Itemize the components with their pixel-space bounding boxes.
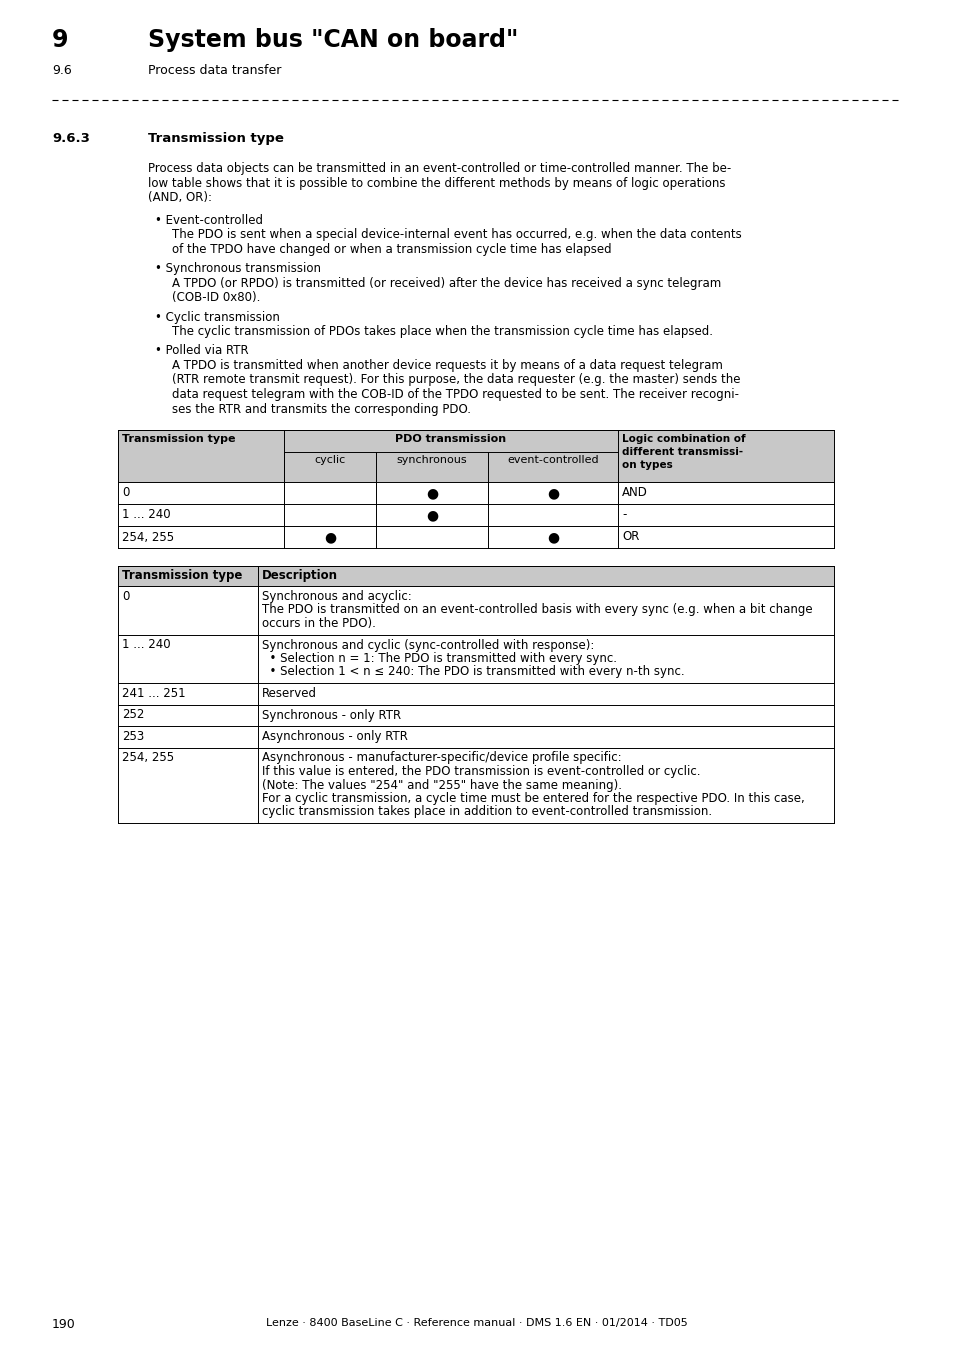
Text: ●: ● [425,508,437,522]
Text: 0: 0 [122,486,130,500]
Text: 9.6: 9.6 [52,63,71,77]
Text: A TPDO (or RPDO) is transmitted (or received) after the device has received a sy: A TPDO (or RPDO) is transmitted (or rece… [172,277,720,289]
Text: 1 ... 240: 1 ... 240 [122,639,171,652]
Text: 254, 255: 254, 255 [122,752,174,764]
Text: A TPDO is transmitted when another device requests it by means of a data request: A TPDO is transmitted when another devic… [172,359,722,373]
Text: Asynchronous - manufacturer-specific/device profile specific:: Asynchronous - manufacturer-specific/dev… [262,752,621,764]
Text: 1 ... 240: 1 ... 240 [122,509,171,521]
Bar [118,566,833,586]
Bar [118,634,833,683]
Text: Process data objects can be transmitted in an event-controlled or time-controlle: Process data objects can be transmitted … [148,162,731,176]
Text: Asynchronous - only RTR: Asynchronous - only RTR [262,730,408,742]
Text: 9: 9 [52,28,69,53]
Text: 253: 253 [122,730,144,742]
Text: Synchronous and cyclic (sync-controlled with response):: Synchronous and cyclic (sync-controlled … [262,639,594,652]
Text: • Polled via RTR: • Polled via RTR [154,344,249,358]
Text: Reserved: Reserved [262,687,316,701]
Text: occurs in the PDO).: occurs in the PDO). [262,617,375,630]
Text: ●: ● [425,486,437,500]
Text: • Event-controlled: • Event-controlled [154,213,263,227]
Text: (AND, OR):: (AND, OR): [148,190,212,204]
Text: The PDO is sent when a special device-internal event has occurred, e.g. when the: The PDO is sent when a special device-in… [172,228,741,242]
Bar [118,504,833,526]
Text: low table shows that it is possible to combine the different methods by means of: low table shows that it is possible to c… [148,177,724,189]
Text: cyclic transmission takes place in addition to event-controlled transmission.: cyclic transmission takes place in addit… [262,806,711,818]
Text: Transmission type: Transmission type [122,433,235,444]
Text: Transmission type: Transmission type [122,568,242,582]
Text: synchronous: synchronous [396,455,467,464]
Text: ●: ● [324,531,335,544]
Text: Synchronous - only RTR: Synchronous - only RTR [262,709,400,721]
Text: event-controlled: event-controlled [507,455,598,464]
Text: data request telegram with the COB-ID of the TPDO requested to be sent. The rece: data request telegram with the COB-ID of… [172,387,739,401]
Text: • Selection 1 < n ≤ 240: The PDO is transmitted with every n-th sync.: • Selection 1 < n ≤ 240: The PDO is tran… [262,666,684,679]
Text: Transmission type: Transmission type [148,132,284,144]
Bar [118,726,833,748]
Text: (RTR remote transmit request). For this purpose, the data requester (e.g. the ma: (RTR remote transmit request). For this … [172,374,740,386]
Text: 9.6.3: 9.6.3 [52,132,90,144]
Bar [118,683,833,705]
Text: 0: 0 [122,590,130,603]
Text: -: - [621,509,626,521]
Text: • Selection n = 1: The PDO is transmitted with every sync.: • Selection n = 1: The PDO is transmitte… [262,652,617,666]
Text: System bus "CAN on board": System bus "CAN on board" [148,28,517,53]
Text: AND: AND [621,486,647,500]
Text: of the TPDO have changed or when a transmission cycle time has elapsed: of the TPDO have changed or when a trans… [172,243,611,255]
Text: Description: Description [262,568,337,582]
Text: • Cyclic transmission: • Cyclic transmission [154,310,279,324]
Text: (Note: The values "254" and "255" have the same meaning).: (Note: The values "254" and "255" have t… [262,779,621,791]
Bar [118,431,833,482]
Text: OR: OR [621,531,639,544]
Text: ●: ● [546,531,558,544]
Bar [118,748,833,824]
Text: 254, 255: 254, 255 [122,531,174,544]
Text: (COB-ID 0x80).: (COB-ID 0x80). [172,292,260,304]
Text: 241 ... 251: 241 ... 251 [122,687,186,701]
Text: cyclic: cyclic [314,455,345,464]
Text: For a cyclic transmission, a cycle time must be entered for the respective PDO. : For a cyclic transmission, a cycle time … [262,792,804,805]
Text: If this value is entered, the PDO transmission is event-controlled or cyclic.: If this value is entered, the PDO transm… [262,765,700,778]
Text: The cyclic transmission of PDOs takes place when the transmission cycle time has: The cyclic transmission of PDOs takes pl… [172,325,712,338]
Text: ●: ● [546,486,558,500]
Text: Process data transfer: Process data transfer [148,63,281,77]
Bar [118,586,833,634]
Text: PDO transmission: PDO transmission [395,433,506,444]
Text: The PDO is transmitted on an event-controlled basis with every sync (e.g. when a: The PDO is transmitted on an event-contr… [262,603,812,617]
Text: 190: 190 [52,1318,75,1331]
Bar [118,526,833,548]
Text: Synchronous and acyclic:: Synchronous and acyclic: [262,590,412,603]
Text: 252: 252 [122,709,144,721]
Bar [118,482,833,504]
Text: ses the RTR and transmits the corresponding PDO.: ses the RTR and transmits the correspond… [172,402,471,416]
Bar [118,705,833,726]
Text: Logic combination of
different transmissi-
on types: Logic combination of different transmiss… [621,433,745,470]
Text: • Synchronous transmission: • Synchronous transmission [154,262,320,275]
Text: Lenze · 8400 BaseLine C · Reference manual · DMS 1.6 EN · 01/2014 · TD05: Lenze · 8400 BaseLine C · Reference manu… [266,1318,687,1328]
